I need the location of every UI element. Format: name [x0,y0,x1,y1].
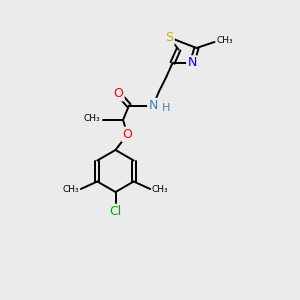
Text: N: N [187,56,197,70]
Text: Cl: Cl [110,205,122,218]
Text: N: N [148,99,158,112]
Text: CH₃: CH₃ [63,184,79,194]
Text: CH₃: CH₃ [84,114,101,123]
Text: CH₃: CH₃ [152,184,168,194]
Text: H: H [162,103,171,113]
Text: CH₃: CH₃ [217,36,233,45]
Text: S: S [166,31,173,44]
Text: O: O [114,87,123,100]
Text: O: O [123,128,132,141]
